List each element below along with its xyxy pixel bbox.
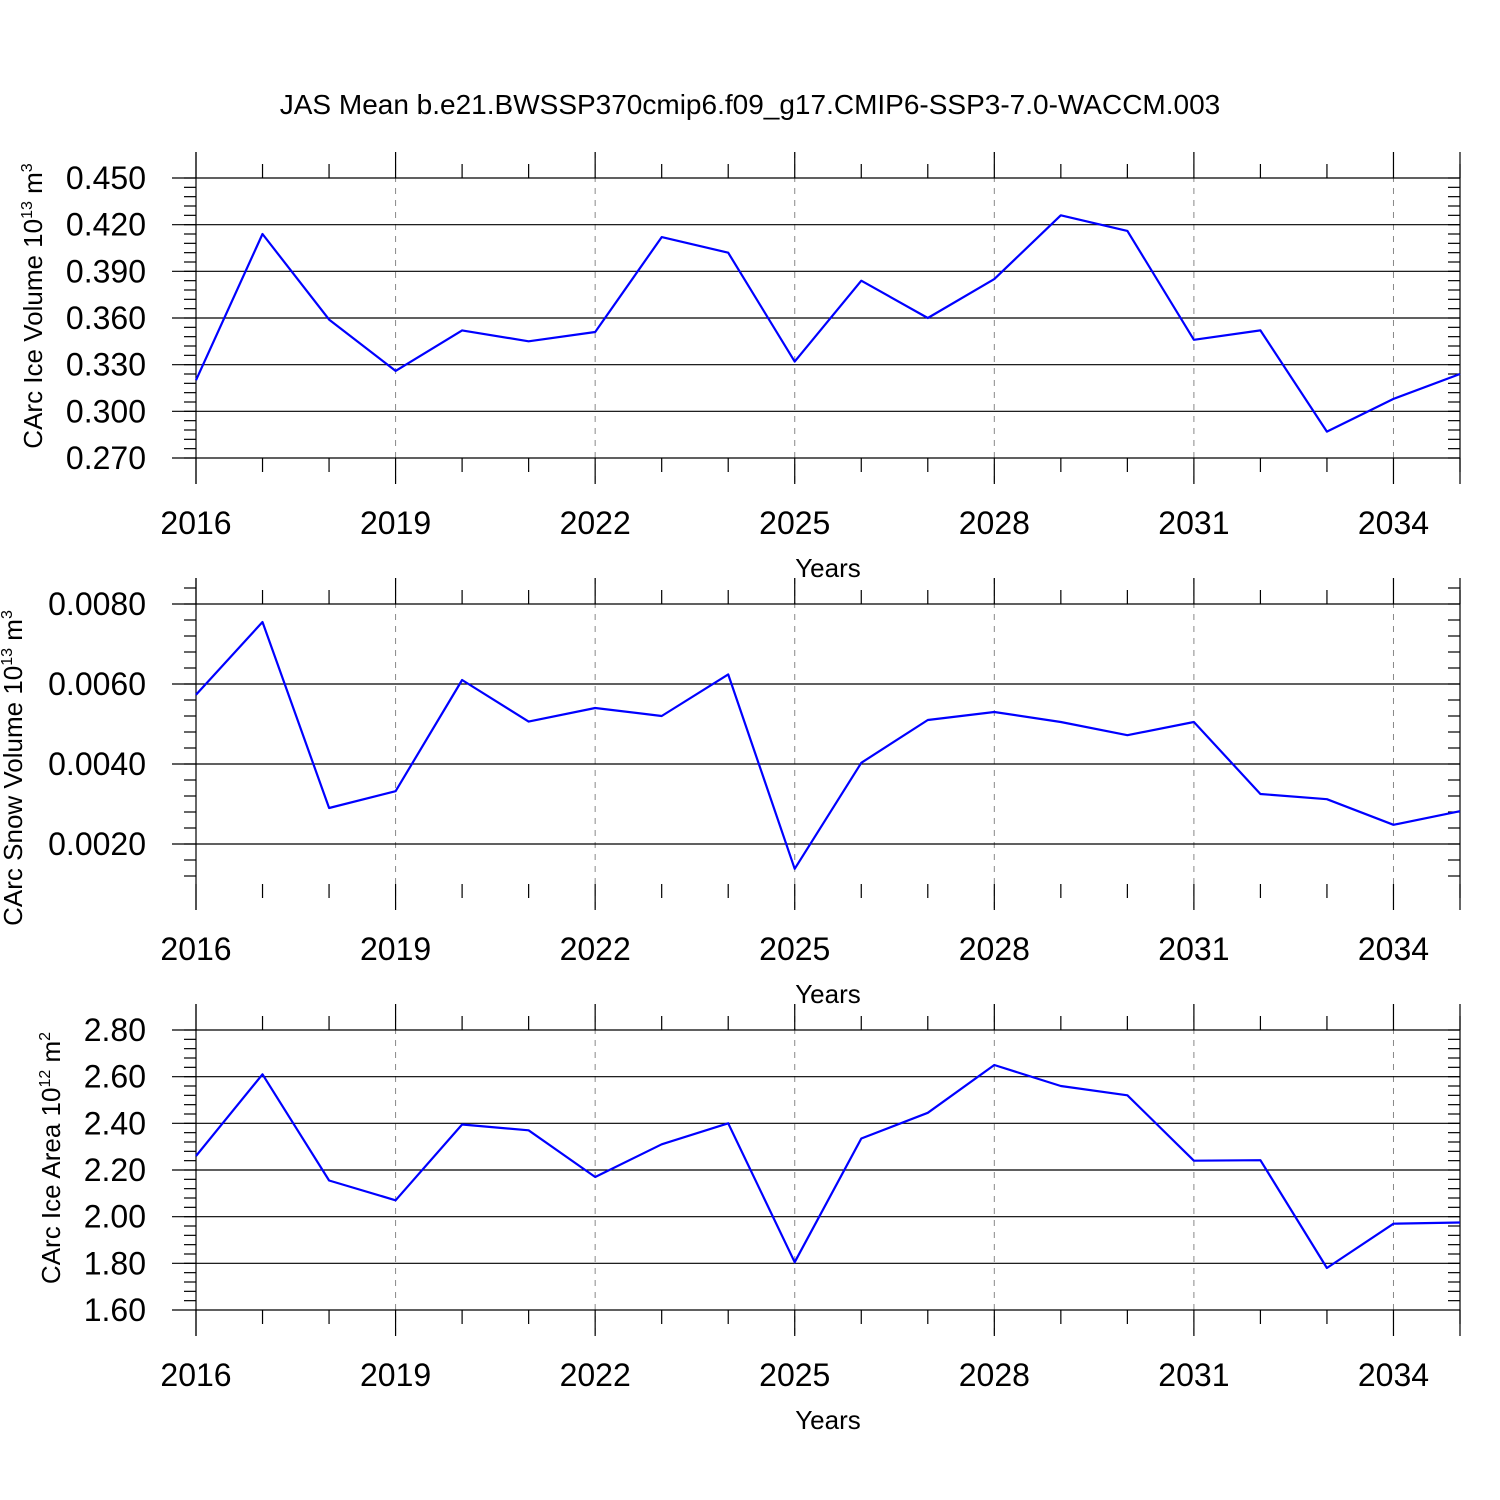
x-tick-label: 2022 — [560, 505, 631, 541]
y-tick-label: 0.0060 — [48, 666, 146, 702]
x-axis-label: Years — [795, 979, 861, 1009]
y-tick-label: 0.270 — [66, 440, 146, 476]
x-tick-label: 2025 — [759, 505, 830, 541]
y-axis-label: CArc Ice Volume 1013 m3 — [18, 163, 48, 448]
y-tick-label: 1.60 — [84, 1292, 146, 1328]
x-tick-label: 2031 — [1158, 1357, 1229, 1393]
x-tick-label: 2022 — [560, 1357, 631, 1393]
y-tick-label: 2.80 — [84, 1012, 146, 1048]
y-tick-label: 2.60 — [84, 1059, 146, 1095]
y-tick-label: 0.0040 — [48, 746, 146, 782]
series-line — [194, 214, 1461, 433]
y-axis-label: CArc Ice Area 1012 m2 — [36, 1032, 66, 1284]
series-line — [195, 1063, 1461, 1270]
x-tick-label: 2016 — [160, 505, 231, 541]
x-tick-label: 2016 — [160, 931, 231, 967]
x-tick-label: 2025 — [759, 931, 830, 967]
x-tick-label: 2028 — [959, 505, 1030, 541]
y-tick-label: 1.80 — [84, 1245, 146, 1281]
x-tick-label: 2031 — [1158, 931, 1229, 967]
x-tick-label: 2028 — [959, 931, 1030, 967]
y-tick-label: 0.0020 — [48, 826, 146, 862]
x-tick-label: 2019 — [360, 931, 431, 967]
x-tick-label: 2019 — [360, 1357, 431, 1393]
panel-2: 0.0080 0.0060 0.0040 0.0020 2016 2019 2022 2025… — [0, 578, 1461, 1009]
chart-title: JAS Mean b.e21.BWSSP370cmip6.f09_g17.CMI… — [280, 89, 1221, 120]
y-tick-label: 0.330 — [66, 347, 146, 383]
y-tick-label: 0.390 — [66, 253, 146, 289]
y-tick-label: 0.360 — [66, 300, 146, 336]
y-tick-label: 2.20 — [84, 1152, 146, 1188]
y-tick-label: 0.420 — [66, 207, 146, 243]
x-tick-label: 2022 — [560, 931, 631, 967]
x-tick-label: 2034 — [1358, 931, 1429, 967]
y-tick-label: 0.300 — [66, 393, 146, 429]
y-tick-label: 0.450 — [66, 160, 146, 196]
x-tick-label: 2031 — [1158, 505, 1229, 541]
x-tick-label: 2016 — [160, 1357, 231, 1393]
y-tick-label: 2.00 — [84, 1199, 146, 1235]
x-tick-label: 2019 — [360, 505, 431, 541]
y-tick-label: 2.40 — [84, 1105, 146, 1141]
x-axis-label: Years — [795, 1405, 861, 1435]
series-line — [195, 620, 1461, 870]
x-tick-label: 2025 — [759, 1357, 830, 1393]
panel-3: 2.80 2.60 2.40 2.20 2.00 1.80 1.60 2016 2019 2022… — [36, 1004, 1461, 1435]
y-axis-label: CArc Snow Volume 1013 m3 — [0, 610, 28, 926]
panel-1: 0.450 0.420 0.390 0.360 0.330 0.300 0.270 2016 2… — [18, 152, 1461, 583]
x-tick-label: 2034 — [1358, 505, 1429, 541]
y-tick-label: 0.0080 — [48, 586, 146, 622]
x-tick-label: 2028 — [959, 1357, 1030, 1393]
x-tick-label: 2034 — [1358, 1357, 1429, 1393]
x-axis-label: Years — [795, 553, 861, 583]
